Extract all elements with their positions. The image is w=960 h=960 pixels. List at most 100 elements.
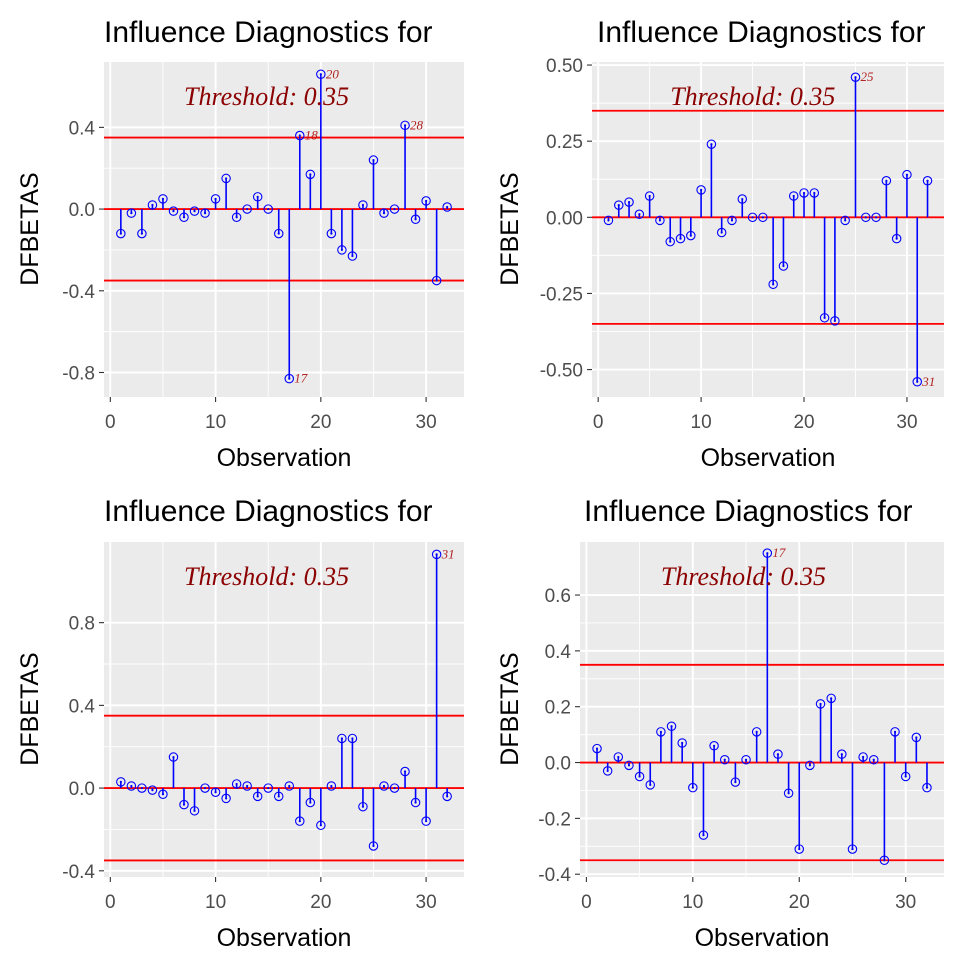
data-point-center <box>691 786 694 789</box>
data-point <box>295 816 305 826</box>
data-point <box>421 196 431 206</box>
data-point <box>624 760 634 771</box>
reference-lines <box>592 109 944 325</box>
y-tick-label: 0.4 <box>545 642 572 663</box>
data-point-center <box>761 216 764 219</box>
data-point-center <box>140 786 143 790</box>
data-point-center <box>361 203 365 207</box>
point-label: 28 <box>410 117 424 132</box>
data-point <box>890 727 900 737</box>
data-point <box>850 72 861 82</box>
y-tick-label: -0.4 <box>538 865 571 886</box>
reference-lines <box>104 714 464 862</box>
data-point-center <box>435 279 438 282</box>
data-point-center <box>606 769 609 773</box>
data-point <box>137 228 147 239</box>
threshold-annotation: Threshold: 0.35 <box>184 562 349 591</box>
data-point <box>221 793 231 804</box>
data-point <box>840 215 850 226</box>
panel-background <box>580 542 944 877</box>
data-point-center <box>246 207 249 211</box>
data-point <box>871 212 881 223</box>
data-point-center <box>340 248 343 252</box>
threshold-annotation: Threshold: 0.35 <box>661 562 826 591</box>
data-point <box>326 228 337 239</box>
data-point <box>147 785 158 795</box>
data-point <box>421 816 431 826</box>
data-point <box>861 212 871 223</box>
data-point-center <box>256 795 259 798</box>
data-point-center <box>833 319 837 322</box>
x-axis-title: Observation <box>701 444 836 472</box>
data-point-center <box>393 207 396 211</box>
data-point <box>210 787 221 797</box>
y-tick-label: -0.4 <box>62 862 95 883</box>
data-point-center <box>659 730 662 733</box>
data-point-center <box>130 784 133 788</box>
data-point <box>189 806 200 816</box>
y-tick-label: 0.8 <box>69 614 95 635</box>
data-point <box>858 752 868 762</box>
axes: 0 10 20 30 -0.4 0.0 0.4 0.8 <box>62 614 436 913</box>
data-point <box>634 771 645 782</box>
data-point <box>709 741 719 751</box>
chart-title: Influence Diagnostics for <box>584 495 913 528</box>
data-point-center <box>617 755 620 759</box>
data-point <box>442 202 452 212</box>
stem-series <box>116 69 452 384</box>
x-tick-label: 20 <box>310 892 331 913</box>
x-tick-label: 10 <box>205 892 226 913</box>
data-point <box>442 791 452 802</box>
data-point <box>751 727 762 737</box>
data-point-center <box>172 210 175 213</box>
data-point-center <box>119 780 122 783</box>
data-point-center <box>823 316 826 319</box>
data-point <box>126 208 137 218</box>
data-point <box>284 373 295 384</box>
data-point <box>698 830 709 840</box>
data-point <box>410 797 421 808</box>
data-point <box>727 215 737 226</box>
data-point-center <box>203 786 207 790</box>
data-point <box>716 227 727 238</box>
grid-lines <box>580 542 944 877</box>
data-point-center <box>844 219 847 222</box>
data-point <box>603 215 614 226</box>
data-point <box>210 194 221 204</box>
data-point-center <box>425 199 428 203</box>
data-point-center <box>382 784 386 788</box>
data-point <box>179 212 189 222</box>
x-tick-label: 0 <box>105 412 116 433</box>
y-tick-label: 0.50 <box>546 56 583 77</box>
data-point-center <box>669 240 672 243</box>
data-point <box>337 245 347 255</box>
data-point-center <box>734 780 737 784</box>
data-point-center <box>161 793 165 796</box>
data-point-center <box>730 219 734 222</box>
data-point-center <box>435 553 438 556</box>
reference-lines <box>104 136 464 282</box>
data-point <box>737 194 748 204</box>
data-point-center <box>193 210 196 213</box>
data-point-center <box>182 216 186 219</box>
axes: 0 10 20 30 -0.50 -0.25 0.00 0.25 0.50 <box>540 56 918 433</box>
data-point <box>665 236 675 247</box>
data-point-center <box>298 820 301 823</box>
y-tick-label: 0.0 <box>69 779 95 800</box>
y-tick-label: 0.4 <box>69 118 96 139</box>
data-point-center <box>905 173 909 176</box>
data-point <box>891 233 902 244</box>
data-point <box>263 783 273 793</box>
data-point <box>242 204 252 214</box>
data-point <box>200 208 210 218</box>
data-point <box>263 204 273 214</box>
chart-title: Influence Diagnostics for <box>597 16 926 49</box>
x-tick-label: 30 <box>416 412 437 433</box>
data-point-center <box>830 697 833 700</box>
data-point <box>922 782 932 793</box>
x-tick-label: 30 <box>416 892 437 913</box>
y-axis-title: DFBETAS <box>16 652 44 765</box>
data-point <box>379 208 389 218</box>
data-point-center <box>414 801 417 804</box>
point-label: 20 <box>326 66 340 81</box>
